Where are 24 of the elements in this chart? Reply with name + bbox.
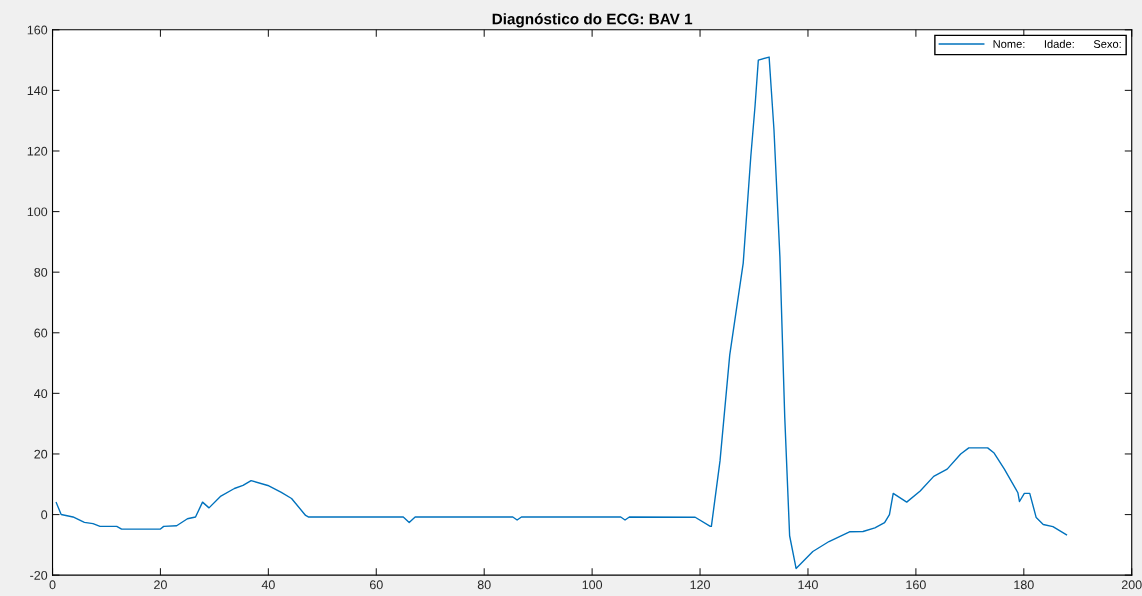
y-tick-label: 120: [27, 146, 48, 156]
y-tick-label: 60: [34, 328, 48, 338]
x-tick-label: 120: [690, 580, 710, 590]
y-tick-label: -20: [30, 570, 48, 580]
y-tick-label: 140: [27, 86, 48, 96]
line-series: [55, 56, 1068, 570]
chart-title: Diagnóstico do ECG: BAV 1: [492, 13, 693, 28]
x-tick-label: 140: [798, 580, 818, 590]
x-tick-label: 180: [1014, 580, 1034, 590]
x-tick-label: 160: [906, 580, 926, 590]
y-tick-label: 0: [41, 510, 48, 520]
x-tick-label: 200: [1121, 580, 1142, 590]
y-tick-label: 80: [34, 267, 48, 277]
y-tick-label: 160: [27, 25, 48, 35]
x-tick-label: 0: [49, 580, 56, 590]
y-tick-label: 100: [27, 207, 48, 217]
y-tick-label: 20: [34, 449, 48, 459]
x-tick-label: 80: [477, 580, 491, 590]
x-tick-label: 100: [582, 580, 603, 590]
x-tick-label: 20: [154, 580, 167, 590]
y-tick-label: 40: [34, 389, 48, 399]
x-tick-label: 40: [261, 580, 275, 590]
x-tick-label: 60: [369, 580, 383, 590]
legend-label: Nome: Idade: Sexo:: [993, 39, 1121, 48]
